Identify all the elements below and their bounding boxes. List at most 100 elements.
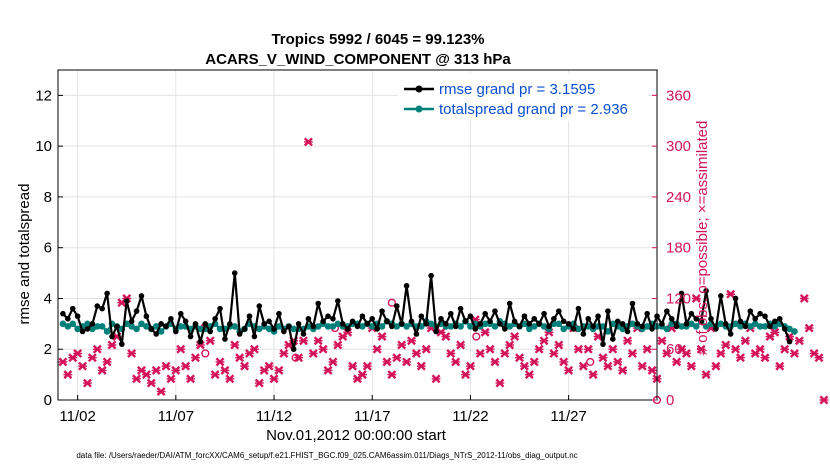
obs-assimilated-point <box>97 365 107 375</box>
totalspread-point <box>481 320 489 328</box>
obs-assimilated-point <box>721 340 731 350</box>
obs-assimilated-point <box>740 336 750 346</box>
x-tick-label: 11/02 <box>59 408 95 425</box>
totalspread-point <box>98 323 106 330</box>
rmse-point <box>325 313 331 320</box>
rmse-point <box>241 326 248 332</box>
obs-assimilated-point <box>814 353 824 363</box>
rmse-point <box>668 315 675 322</box>
rmse-point <box>649 326 655 332</box>
rmse-point <box>374 326 380 332</box>
totalspread-point <box>737 323 744 330</box>
obs-assimilated-point <box>490 357 500 367</box>
rmse-point <box>222 336 228 342</box>
obs-assimilated-point <box>402 357 412 367</box>
totalspread-point <box>692 323 700 330</box>
totalspread-point <box>555 320 563 328</box>
y2-tick-label: 300 <box>666 138 691 155</box>
obs-assimilated-point <box>279 349 289 358</box>
obs-assimilated-point <box>146 378 156 388</box>
rmse-point <box>379 308 385 314</box>
obs-assimilated-point <box>608 344 618 354</box>
obs-assimilated-point <box>318 344 328 354</box>
totalspread-point <box>275 323 283 330</box>
obs-assimilated-point <box>230 340 240 350</box>
rmse-point <box>300 331 307 337</box>
rmse-point <box>69 305 76 312</box>
rmse-point <box>148 326 155 332</box>
obs-assimilated-point <box>475 349 485 358</box>
x-tick-label: 11/07 <box>158 408 194 425</box>
obs-assimilated-point <box>357 370 367 380</box>
totalspread-point <box>702 323 710 330</box>
totalspread-point <box>378 323 386 330</box>
totalspread-point <box>74 325 81 333</box>
obs-assimilated-point <box>794 336 804 346</box>
rmse-point <box>781 326 788 332</box>
rmse-point <box>614 318 621 325</box>
obs-assimilated-point <box>328 357 338 367</box>
rmse-point <box>256 303 263 309</box>
totalspread-point <box>314 323 322 330</box>
rmse-point <box>497 321 503 327</box>
obs-assimilated-point <box>804 323 814 333</box>
y-tick-label: 4 <box>44 290 52 307</box>
obs-assimilated-point <box>461 370 470 380</box>
obs-assimilated-point <box>755 344 765 354</box>
obs-assimilated-point <box>780 344 790 354</box>
obs-assimilated-point <box>716 349 726 358</box>
y-axis-label: rmse and totalspread <box>16 184 33 325</box>
x-tick-label: 11/22 <box>452 408 488 425</box>
y2-tick-label: 240 <box>666 189 691 206</box>
obs-assimilated-point <box>770 327 780 337</box>
obs-assimilated-point <box>819 395 829 405</box>
obs-assimilated-point <box>505 340 515 350</box>
totalspread-point <box>560 325 568 333</box>
totalspread-point <box>663 325 671 333</box>
rmse-point <box>138 293 145 299</box>
rmse-point <box>634 321 641 327</box>
obs-assimilated-point <box>446 349 456 358</box>
rmse-point <box>767 323 773 330</box>
rmse-point <box>737 318 744 325</box>
obs-assimilated-point <box>303 137 313 147</box>
rmse-point <box>143 313 150 320</box>
rmse-point <box>644 310 650 317</box>
rmse-point <box>403 282 410 289</box>
obs-assimilated-point <box>441 332 451 341</box>
series-rmse <box>60 270 793 353</box>
rmse-point <box>722 321 729 327</box>
chart-title: Tropics 5992 / 6045 = 99.123% <box>271 31 484 48</box>
rmse-point <box>212 315 218 322</box>
rmse-point <box>506 300 513 307</box>
x-tick-label: 11/17 <box>354 408 390 425</box>
totalspread-point <box>138 320 145 328</box>
rmse-point <box>757 310 763 317</box>
totalspread-point <box>521 320 528 328</box>
rmse-point <box>158 321 164 327</box>
totalspread-point <box>786 325 793 333</box>
rmse-point <box>673 323 680 330</box>
rmse-point <box>462 318 469 325</box>
rmse-point <box>60 310 66 317</box>
rmse-point <box>438 315 444 322</box>
rmse-point <box>315 300 322 307</box>
obs-assimilated-point <box>416 361 426 371</box>
x-axis-ticks: 11/02 11/07 11/12 11/17 11/22 11/27 <box>59 395 587 425</box>
obs-assimilated-point <box>161 361 171 371</box>
obs-assimilated-point <box>686 361 696 371</box>
rmse-point <box>197 338 204 345</box>
obs-assimilated-point <box>726 289 736 299</box>
rmse-point <box>595 313 601 320</box>
obs-assimilated-point <box>760 353 770 363</box>
rmse-point <box>747 308 754 314</box>
obs-assimilated-point <box>63 370 73 380</box>
totalspread-point <box>491 323 499 330</box>
totalspread-point <box>526 325 533 333</box>
obs-assimilated-point <box>171 365 181 375</box>
obs-assimilated-point <box>578 361 588 371</box>
rmse-point <box>339 321 346 327</box>
y-axis-ticks: 0 2 4 6 8 10 12 <box>35 87 63 409</box>
obs-assimilated-point <box>166 374 176 384</box>
obs-assimilated-point <box>387 370 397 380</box>
